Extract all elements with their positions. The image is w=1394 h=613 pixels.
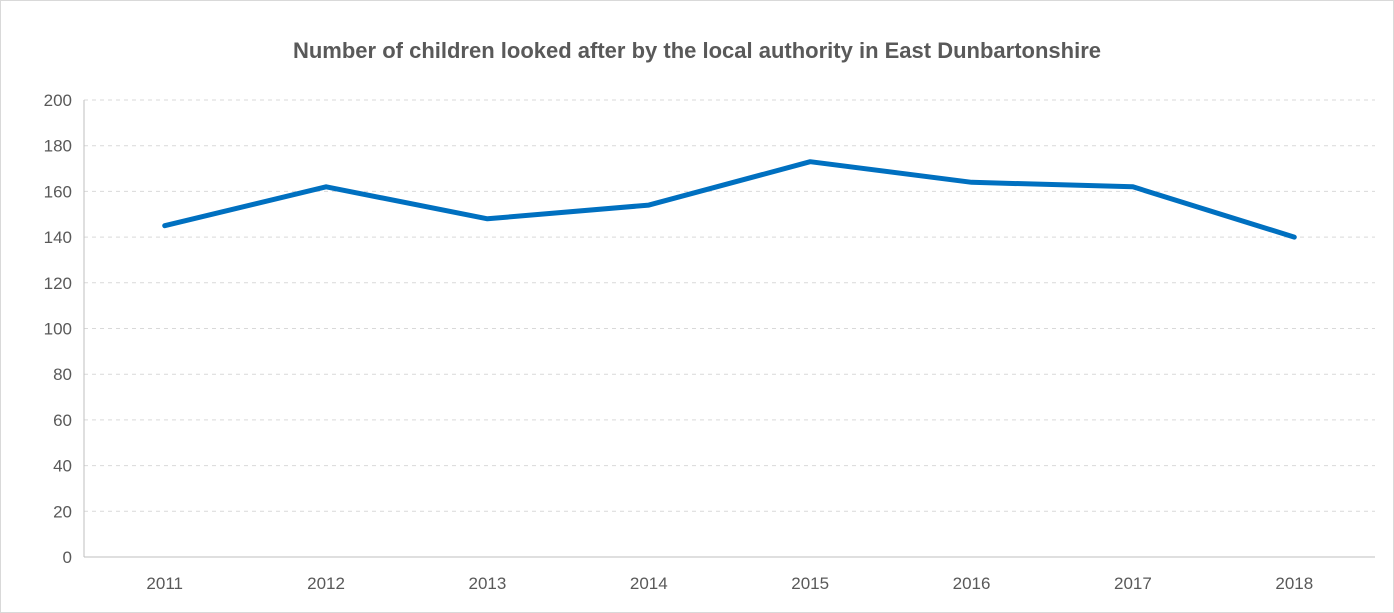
x-tick-label: 2015: [791, 574, 829, 593]
x-tick-label: 2017: [1114, 574, 1152, 593]
x-tick-label: 2013: [469, 574, 507, 593]
y-tick-label: 100: [44, 320, 72, 339]
y-tick-label: 40: [53, 457, 72, 476]
x-tick-label: 2011: [146, 574, 183, 593]
y-tick-label: 120: [44, 274, 72, 293]
y-tick-label: 80: [53, 365, 72, 384]
y-axis-ticks: 0 20 40 60 80 100 120 140 160 180 200: [44, 91, 72, 567]
x-tick-label: 2018: [1275, 574, 1313, 593]
series-line: [162, 159, 1297, 240]
y-tick-label: 160: [44, 182, 72, 201]
y-tick-label: 140: [44, 228, 72, 247]
x-tick-label: 2014: [630, 574, 668, 593]
y-tick-label: 20: [53, 502, 72, 521]
y-tick-label: 180: [44, 137, 72, 156]
x-tick-label: 2016: [953, 574, 991, 593]
x-axis-ticks: 2011 2012 2013 2014 2015 2016 2017 2018: [146, 574, 1313, 593]
series-group: [162, 159, 1297, 240]
y-tick-label: 60: [53, 411, 72, 430]
y-tick-label: 0: [63, 548, 72, 567]
y-tick-label: 200: [44, 91, 72, 110]
x-tick-label: 2012: [307, 574, 345, 593]
gridlines: [84, 99, 1375, 512]
chart-title: Number of children looked after by the l…: [293, 38, 1101, 63]
